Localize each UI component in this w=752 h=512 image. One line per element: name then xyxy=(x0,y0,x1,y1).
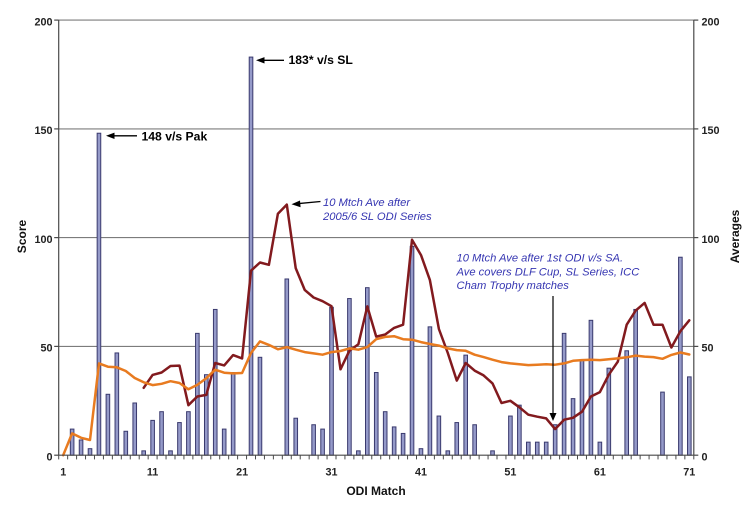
svg-text:61: 61 xyxy=(594,467,606,479)
svg-text:Averages: Averages xyxy=(728,209,742,263)
svg-text:2005/6 SL ODI Series: 2005/6 SL ODI Series xyxy=(322,211,432,223)
svg-text:1: 1 xyxy=(60,467,66,479)
svg-text:10 Mtch Ave after 1st ODI v/s: 10 Mtch Ave after 1st ODI v/s SA. xyxy=(457,253,624,265)
svg-text:200: 200 xyxy=(34,16,52,28)
svg-text:150: 150 xyxy=(34,125,52,137)
svg-text:ODI Match: ODI Match xyxy=(346,484,405,498)
svg-text:51: 51 xyxy=(504,467,516,479)
svg-text:Score: Score xyxy=(15,220,29,254)
svg-text:100: 100 xyxy=(702,234,720,246)
svg-text:100: 100 xyxy=(34,234,52,246)
svg-text:200: 200 xyxy=(702,16,720,28)
svg-text:148 v/s Pak: 148 v/s Pak xyxy=(142,130,208,144)
svg-text:71: 71 xyxy=(683,467,695,479)
svg-text:50: 50 xyxy=(702,343,714,355)
svg-text:0: 0 xyxy=(46,452,52,464)
svg-text:183* v/s SL: 183* v/s SL xyxy=(289,53,354,67)
svg-text:0: 0 xyxy=(702,452,708,464)
svg-text:31: 31 xyxy=(325,467,337,479)
svg-text:50: 50 xyxy=(40,343,52,355)
svg-text:11: 11 xyxy=(147,467,158,479)
svg-text:150: 150 xyxy=(702,125,720,137)
svg-text:41: 41 xyxy=(415,467,427,479)
svg-text:Cham Trophy matches: Cham Trophy matches xyxy=(457,280,570,292)
svg-text:21: 21 xyxy=(236,467,248,479)
svg-text:10 Mtch Ave after: 10 Mtch Ave after xyxy=(323,197,411,209)
svg-text:Ave covers DLF Cup, SL Series,: Ave covers DLF Cup, SL Series, ICC xyxy=(456,266,641,278)
